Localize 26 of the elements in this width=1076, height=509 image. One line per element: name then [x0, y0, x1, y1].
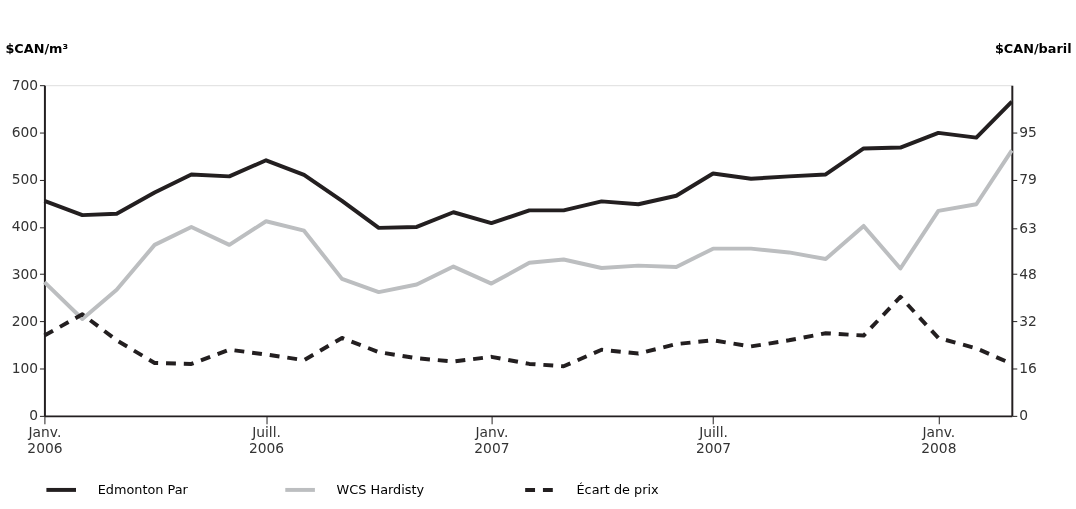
legend-label: Edmonton Par: [97, 481, 189, 497]
y-tick-label: 600: [11, 123, 39, 140]
y2-tick-label: 32: [1019, 312, 1037, 329]
legend-label: Écart de prix: [576, 481, 659, 497]
y-tick-label: 0: [29, 407, 39, 424]
y-tick-label: 100: [11, 360, 39, 377]
y2-tick-label: 0: [1019, 407, 1029, 424]
y-tick-label: 200: [11, 312, 39, 329]
x-tick-label: Janv. 2008: [921, 424, 957, 456]
y-tick-label: 700: [11, 76, 39, 93]
y-tick-label: 400: [11, 218, 39, 235]
x-tick-label: Juill. 2006: [248, 424, 285, 456]
y2-tick-label: 48: [1019, 265, 1037, 282]
y2-tick-label: 63: [1019, 220, 1037, 237]
x-tick-label: Juill. 2007: [695, 424, 732, 456]
x-tick-label: Janv. 2006: [27, 424, 63, 456]
x-tick-label: Janv. 2007: [474, 424, 510, 456]
y-tick-label: 500: [11, 171, 39, 188]
y2-tick-label: 95: [1019, 123, 1037, 140]
y2-axis-title: $CAN/baril: [994, 41, 1072, 57]
y2-tick-label: 79: [1019, 171, 1037, 188]
y-axis-title: $CAN/m³: [5, 41, 69, 57]
line-series: [42, 148, 1014, 322]
y2-tick-label: 16: [1019, 360, 1037, 377]
legend-label: WCS Hardisty: [336, 481, 425, 497]
y-tick-label: 300: [11, 265, 39, 282]
